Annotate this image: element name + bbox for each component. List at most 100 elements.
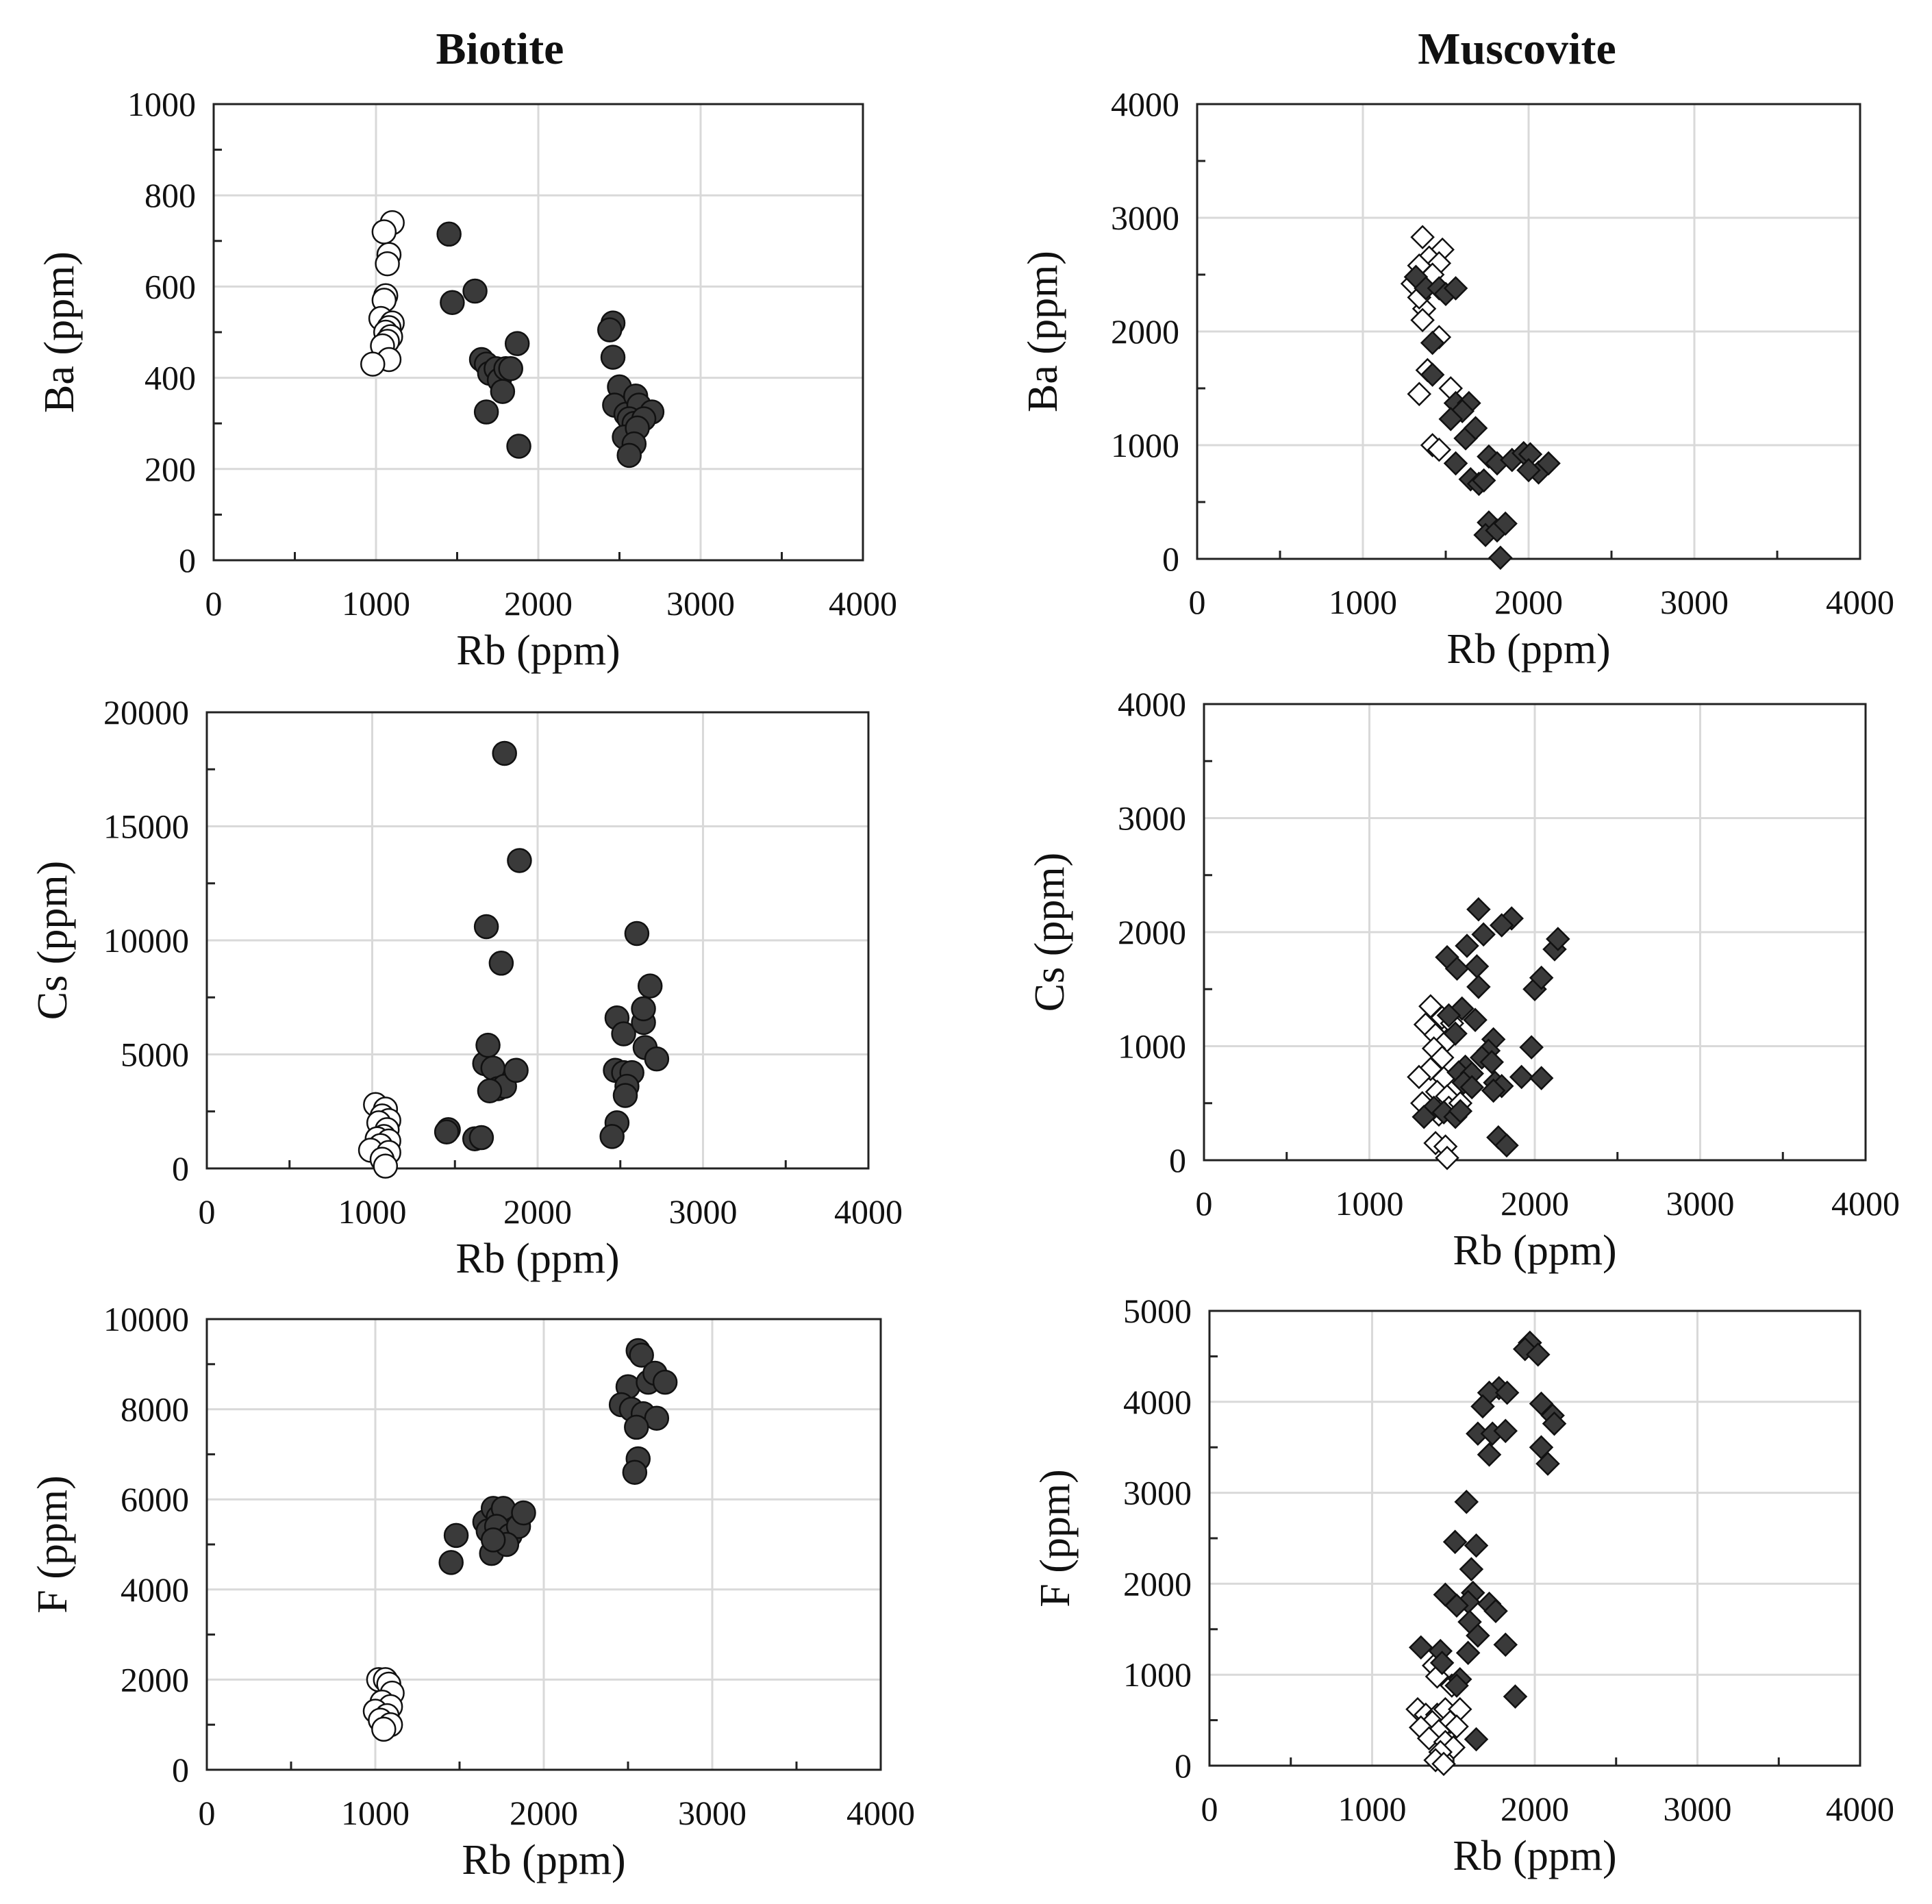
data-point-filled: [1420, 330, 1445, 355]
data-point-filled: [1420, 362, 1445, 387]
data-point-filled: [1536, 451, 1561, 476]
data-point-filled: [631, 996, 656, 1022]
data-point-filled: [1408, 1635, 1433, 1660]
y-tick-label: 10000: [103, 921, 189, 960]
x-tick-label: 0: [1201, 1790, 1218, 1828]
y-tick-label: 15000: [103, 807, 189, 846]
y-tick-label: 1000: [1123, 1655, 1192, 1694]
data-point-filled: [436, 221, 462, 247]
data-point-open: [371, 1716, 397, 1742]
x-tick-label: 4000: [834, 1192, 903, 1231]
y-tick-label: 3000: [1118, 799, 1186, 838]
data-point-open: [371, 219, 397, 245]
chart-muscovite-cs: 0 1000 2000 3000 4000 0 1000 2000 3000 4000 Rb (pp…: [1027, 685, 1900, 1274]
plot-frame: [1196, 103, 1861, 560]
data-point-filled: [1493, 1632, 1518, 1657]
y-tick-label: 0: [179, 541, 196, 579]
column-title-muscovite: Muscovite: [1418, 24, 1616, 74]
data-point-filled: [1464, 1727, 1489, 1752]
y-tick-label: 6000: [121, 1480, 189, 1518]
data-point-filled: [597, 317, 623, 342]
x-tick-label: 0: [1196, 1184, 1213, 1223]
plot-frame: [205, 711, 870, 1170]
x-tick-label: 1000: [1329, 583, 1397, 621]
y-tick-label: 2000: [1111, 312, 1179, 351]
y-tick-label: 800: [145, 176, 196, 214]
plot-frame: [1203, 703, 1867, 1162]
x-tick-label: 3000: [669, 1192, 738, 1231]
y-tick-label: 1000: [1118, 1027, 1186, 1066]
data-point-filled: [1444, 1673, 1469, 1698]
data-point-filled: [1444, 1593, 1469, 1618]
data-point-filled: [1438, 407, 1464, 431]
data-point-filled: [1493, 511, 1518, 536]
data-point-filled: [443, 1523, 469, 1549]
data-point-filled: [438, 1550, 464, 1575]
y-tick-label: 400: [145, 359, 196, 397]
y-axis-label: F (ppm): [1032, 1469, 1079, 1607]
data-point-filled: [1535, 1451, 1560, 1476]
data-point-filled: [1471, 468, 1496, 493]
x-tick-label: 1000: [342, 584, 410, 623]
data-point-filled: [1412, 1104, 1436, 1129]
x-tick-label: 3000: [666, 584, 735, 623]
data-point-filled: [1443, 276, 1468, 301]
data-point-filled: [644, 1046, 670, 1072]
data-point-filled: [1488, 545, 1513, 571]
data-point-filled: [1546, 927, 1570, 951]
data-point-filled: [1493, 1418, 1518, 1444]
data-point-filled: [1489, 913, 1514, 938]
chart-muscovite-f: 0 1000 2000 3000 4000 0 1000 2000 3000 4000 5000 Rb…: [1032, 1292, 1894, 1879]
data-point-filled: [1459, 1557, 1484, 1581]
data-point-filled: [629, 1342, 654, 1368]
data-point-open: [375, 251, 400, 277]
data-point-filled: [616, 442, 642, 468]
chart-biotite-ba: 0 1000 2000 3000 4000 0 200 400 600 800 1000 Rb (pp…: [36, 85, 897, 674]
x-tick-label: 4000: [1826, 1790, 1894, 1828]
data-point-filled: [504, 331, 530, 356]
data-point-filled: [1466, 897, 1491, 922]
data-point-filled: [440, 290, 465, 315]
x-tick-label: 4000: [829, 584, 897, 623]
x-tick-label: 1000: [1338, 1790, 1407, 1828]
x-tick-label: 3000: [1666, 1184, 1735, 1223]
chart-biotite-f: 0 1000 2000 3000 4000 0 2000 4000 6000 8000 10000 R…: [29, 1300, 915, 1883]
data-point-filled: [1459, 1075, 1484, 1100]
data-point-filled: [1454, 1490, 1479, 1514]
data-point-filled: [1494, 1380, 1520, 1405]
data-point-filled: [1481, 1078, 1506, 1103]
data-point-filled: [1455, 934, 1479, 958]
data-point-filled: [475, 1032, 501, 1058]
y-tick-label: 1000: [127, 85, 196, 123]
data-point-filled: [507, 848, 532, 873]
y-tick-label: 3000: [1123, 1474, 1192, 1512]
y-tick-label: 0: [1162, 540, 1179, 578]
data-point-filled: [624, 1414, 649, 1440]
data-point-filled: [473, 914, 499, 940]
data-point-filled: [600, 345, 626, 370]
chart-muscovite-ba: 0 1000 2000 3000 4000 0 1000 2000 3000 4000 Rb (pp…: [1020, 85, 1894, 673]
data-point-filled: [652, 1369, 678, 1395]
y-axis-label: Cs (ppm): [1027, 853, 1073, 1012]
y-tick-label: 3000: [1111, 199, 1179, 237]
data-point-filled: [637, 973, 663, 999]
data-point-filled: [1464, 1533, 1489, 1558]
data-point-filled: [624, 920, 650, 947]
data-point-filled: [492, 740, 517, 766]
column-title-biotite: Biotite: [436, 24, 564, 74]
y-axis-label: F (ppm): [29, 1475, 76, 1614]
data-point-filled: [490, 379, 516, 404]
y-axis-label: Cs (ppm): [29, 861, 76, 1020]
data-point-open: [1444, 1714, 1469, 1739]
data-point-filled: [498, 356, 523, 381]
x-tick-label: 4000: [1831, 1184, 1900, 1223]
data-point-filled: [462, 278, 488, 304]
x-tick-label: 2000: [1494, 583, 1563, 621]
data-point-filled: [1466, 1623, 1490, 1648]
y-tick-label: 4000: [1123, 1383, 1192, 1421]
data-point-filled: [622, 1460, 648, 1485]
y-tick-label: 200: [145, 450, 196, 488]
data-point-filled: [1466, 975, 1491, 999]
data-point-filled: [434, 1119, 460, 1144]
y-tick-label: 8000: [121, 1390, 189, 1429]
